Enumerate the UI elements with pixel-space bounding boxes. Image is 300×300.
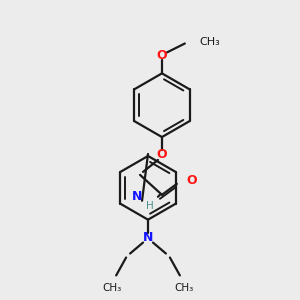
Text: H: H xyxy=(146,201,154,211)
Text: N: N xyxy=(143,231,153,244)
Text: O: O xyxy=(157,49,167,62)
Text: CH₃: CH₃ xyxy=(103,284,122,293)
Text: CH₃: CH₃ xyxy=(200,37,220,46)
Text: N: N xyxy=(132,190,142,203)
Text: O: O xyxy=(157,148,167,161)
Text: CH₃: CH₃ xyxy=(174,284,194,293)
Text: O: O xyxy=(187,174,197,188)
